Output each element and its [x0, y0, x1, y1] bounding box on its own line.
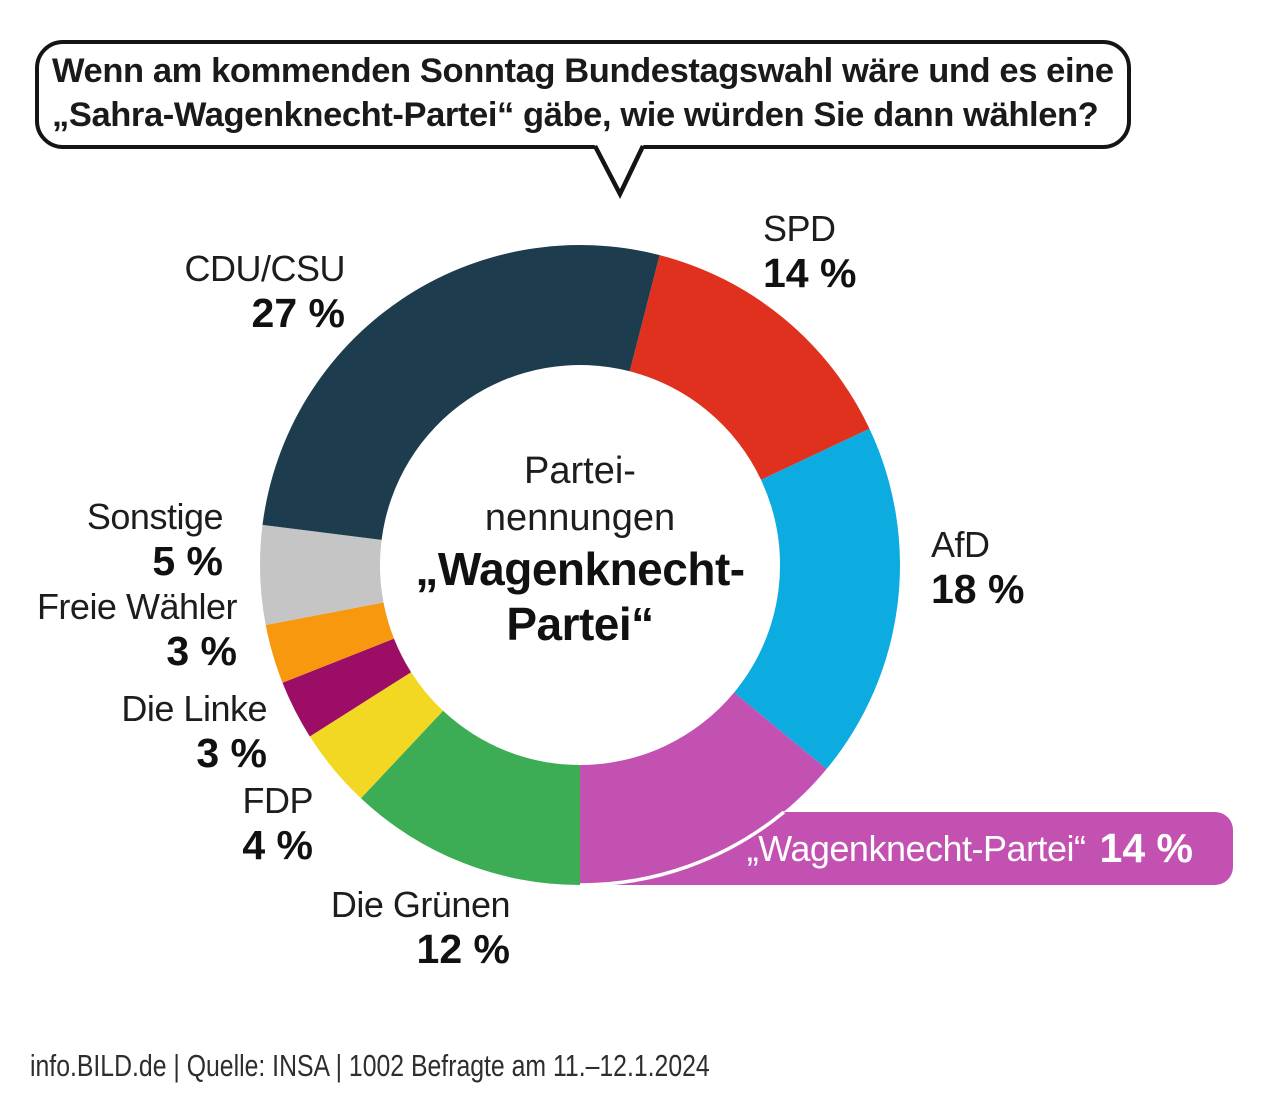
center-line-1: Partei-	[524, 450, 636, 492]
callout-afd: AfD 18 %	[931, 524, 1024, 612]
callout-die-linke-name: Die Linke	[121, 688, 267, 729]
callout-fdp: FDP 4 %	[242, 780, 313, 868]
callout-afd-pct: 18 %	[931, 566, 1025, 612]
callout-die-gruenen: Die Grünen 12 %	[330, 884, 511, 972]
question-line-2: „Sahra-Wagenknecht-Partei“ gäbe, wie wür…	[52, 96, 1099, 134]
donut-center-label: Partei- nennungen „Wagenknecht- Partei“	[380, 448, 780, 652]
donut-segment-wagenknecht	[580, 692, 827, 885]
callout-spd: SPD 14 %	[763, 208, 856, 296]
donut-segment-linke	[282, 638, 412, 737]
donut-segment-spd	[629, 255, 870, 480]
callout-cdu-csu-pct: 27 %	[251, 290, 345, 336]
donut-outer-arc-line	[579, 810, 786, 887]
center-line-3: „Wagenknecht-	[415, 543, 745, 595]
callout-freie-waehler: Freie Wähler 3 %	[36, 586, 238, 674]
callout-sonstige-name: Sonstige	[86, 496, 224, 537]
bubble-tail	[593, 144, 646, 200]
callout-die-linke: Die Linke 3 %	[121, 688, 267, 776]
callout-freie-waehler-pct: 3 %	[166, 628, 237, 674]
callout-cdu-csu-name: CDU/CSU	[184, 248, 345, 289]
donut-segment-afd	[734, 428, 900, 769]
callout-die-gruenen-name: Die Grünen	[330, 884, 511, 925]
callout-cdu-csu: CDU/CSU 27 %	[184, 248, 345, 336]
callout-die-gruenen-pct: 12 %	[416, 926, 510, 972]
callout-sonstige: Sonstige 5 %	[86, 496, 224, 584]
donut-segment-freie-waehler	[265, 602, 394, 683]
donut-segment-fdp	[309, 672, 444, 799]
callout-afd-name: AfD	[931, 524, 990, 565]
wagenknecht-highlight-name: „Wagenknecht-Partei“	[746, 827, 1086, 869]
wagenknecht-highlight-label: „Wagenknecht-Partei“ 14 %	[747, 812, 1213, 885]
donut-segment-sonstige	[259, 524, 384, 625]
callout-die-linke-pct: 3 %	[196, 730, 267, 776]
question-line-1: Wenn am kommenden Sonntag Bundestagswahl…	[52, 52, 1114, 90]
donut-segments	[259, 245, 900, 885]
callout-spd-pct: 14 %	[763, 250, 857, 296]
center-line-4: Partei“	[506, 598, 654, 650]
callout-freie-waehler-name: Freie Wähler	[36, 586, 238, 627]
donut-segment-cdu-csu	[262, 245, 660, 540]
question-bubble: Wenn am kommenden Sonntag Bundestagswahl…	[35, 40, 1131, 149]
donut-segment-gruene	[360, 710, 580, 885]
callout-fdp-pct: 4 %	[242, 822, 313, 868]
wagenknecht-highlight-shape	[580, 812, 1233, 886]
source-line: info.BILD.de | Quelle: INSA | 1002 Befra…	[30, 1048, 710, 1083]
center-line-2: nennungen	[484, 497, 676, 539]
wagenknecht-highlight-value: 14 %	[1099, 825, 1193, 871]
callout-fdp-name: FDP	[242, 780, 314, 821]
callout-sonstige-pct: 5 %	[152, 538, 223, 584]
callout-spd-name: SPD	[763, 208, 836, 249]
